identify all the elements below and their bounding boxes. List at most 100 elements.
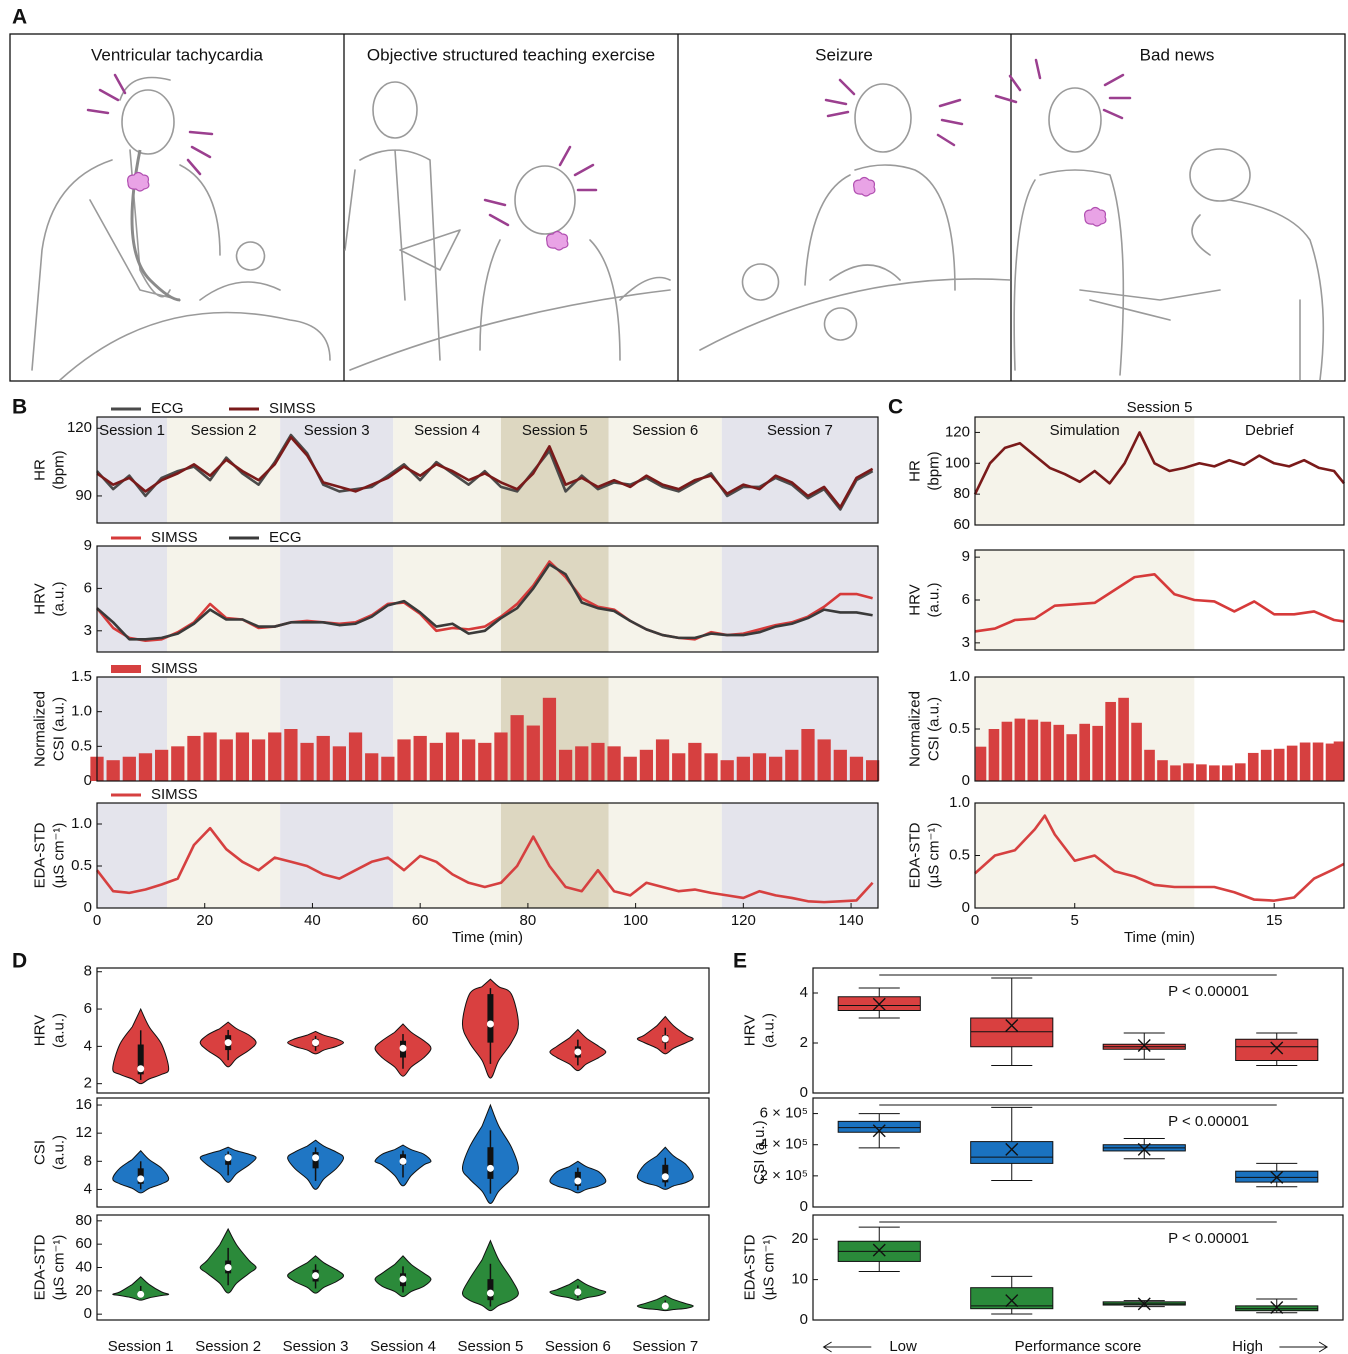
y-axis-label: CSI (a.u.): [751, 1120, 768, 1184]
y-tick-label: 6 × 10⁵: [760, 1105, 808, 1122]
y-tick-label: 0.5: [949, 720, 970, 737]
violin-median: [224, 1264, 232, 1271]
chart: Simulation Debrief Session 5 60 80 100 120 HR (b…: [906, 399, 1346, 533]
y-tick-label: 80: [953, 485, 970, 502]
violin-median: [486, 1020, 494, 1028]
band-shade: [1194, 550, 1344, 650]
band-shade: [975, 803, 1195, 908]
bar: [1040, 721, 1052, 781]
x-tick-label: 0: [971, 912, 979, 929]
band-label: Session 7: [767, 422, 833, 439]
bar: [445, 732, 460, 781]
mean-marker: [1270, 1170, 1284, 1184]
violin-median: [137, 1175, 145, 1183]
plot-frame: [812, 1214, 1344, 1321]
band-label: Session 5: [522, 422, 588, 439]
y-axis-label: CSI (a.u.): [50, 697, 67, 761]
data-line: [96, 435, 874, 509]
violin-median: [486, 1289, 494, 1297]
bar: [106, 760, 120, 781]
bar: [1053, 724, 1065, 781]
data-line: [95, 826, 874, 904]
bar: [720, 760, 734, 781]
y-tick-label: 2: [84, 1075, 92, 1092]
plot-frame: [974, 549, 1345, 651]
bar: [413, 735, 427, 781]
y-tick-label: 0: [800, 1311, 808, 1328]
x-tick-label: Session 3: [283, 1338, 349, 1354]
bar: [510, 715, 524, 781]
band-shade: [500, 417, 609, 523]
y-tick-label: 0.5: [71, 737, 92, 754]
y-tick-label: 4: [84, 1037, 92, 1054]
violin-median: [312, 1154, 320, 1162]
y-tick-label: 0: [84, 899, 92, 916]
x-tick-label: 5: [1071, 912, 1079, 929]
chart: 2 4 6 8 HRV (a.u.): [31, 963, 710, 1094]
plot-frame: [812, 967, 1344, 1094]
bar: [300, 742, 314, 781]
bar: [1079, 723, 1091, 781]
bar: [1299, 742, 1311, 781]
violin-median: [399, 1157, 407, 1165]
y-axis-label: HR: [906, 460, 923, 482]
bar: [365, 753, 379, 781]
bar: [1312, 742, 1324, 781]
bar: [219, 739, 233, 781]
y-tick-label: 0.5: [71, 857, 92, 874]
y-axis-label: HRV: [906, 584, 923, 615]
y-tick-label: 6: [84, 579, 92, 596]
chart: 0 0.5 1.0 0 5 15 Time (min) EDA-STD (µS cm⁻¹): [906, 794, 1345, 946]
data-line: [96, 433, 874, 511]
arrow-left: [822, 1341, 872, 1353]
band-shade: [721, 546, 878, 652]
mean-marker: [872, 1124, 886, 1138]
mean-marker: [1005, 1142, 1019, 1156]
bar: [1333, 741, 1345, 781]
bar: [575, 746, 589, 781]
plot-frame: [812, 1097, 1344, 1208]
bar: [833, 749, 847, 781]
bar: [284, 729, 298, 781]
bar: [397, 739, 411, 781]
bar: [1234, 763, 1246, 781]
arrow-right: [1279, 1341, 1329, 1353]
violin-median: [661, 1173, 669, 1181]
band-shade: [97, 803, 168, 908]
chart-title: Session 5: [1127, 399, 1193, 416]
box: [837, 1120, 921, 1133]
chart: 0 0.5 1.0 Normalized CSI (a.u.): [906, 668, 1345, 789]
annotation: P < 0.00001: [1168, 1230, 1249, 1247]
plot-frame: [96, 1097, 710, 1208]
bar: [1247, 752, 1259, 781]
bar: [672, 753, 686, 781]
bar: [785, 749, 799, 781]
y-axis-label: (µS cm⁻¹): [925, 823, 942, 889]
bar: [988, 729, 1000, 781]
illustration-seizure: [699, 78, 1011, 351]
band-shade: [280, 546, 394, 652]
bar: [1209, 765, 1220, 781]
x-tick-label: 20: [196, 912, 213, 929]
bar: [558, 749, 573, 781]
bar: [1066, 734, 1078, 781]
band-shade: [280, 417, 394, 523]
bar: [1196, 764, 1207, 781]
x-tick-label: Session 5: [457, 1338, 523, 1354]
bar: [655, 739, 670, 781]
bar: [478, 742, 492, 781]
bar: [381, 756, 395, 781]
y-axis-label: Normalized: [906, 691, 923, 767]
panel-label: E: [733, 950, 747, 973]
plot-frame: [974, 802, 1345, 909]
y-axis-label: CSI (a.u.): [925, 697, 942, 761]
y-tick-label: 0: [800, 1084, 808, 1101]
y-axis-label: (a.u.): [760, 1013, 777, 1048]
violin-median: [399, 1044, 407, 1052]
bar: [316, 735, 330, 781]
bar: [1001, 721, 1013, 781]
y-tick-label: 1.5: [71, 668, 92, 685]
violin-median: [661, 1035, 669, 1043]
bar: [817, 739, 831, 781]
band-shade: [167, 803, 281, 908]
